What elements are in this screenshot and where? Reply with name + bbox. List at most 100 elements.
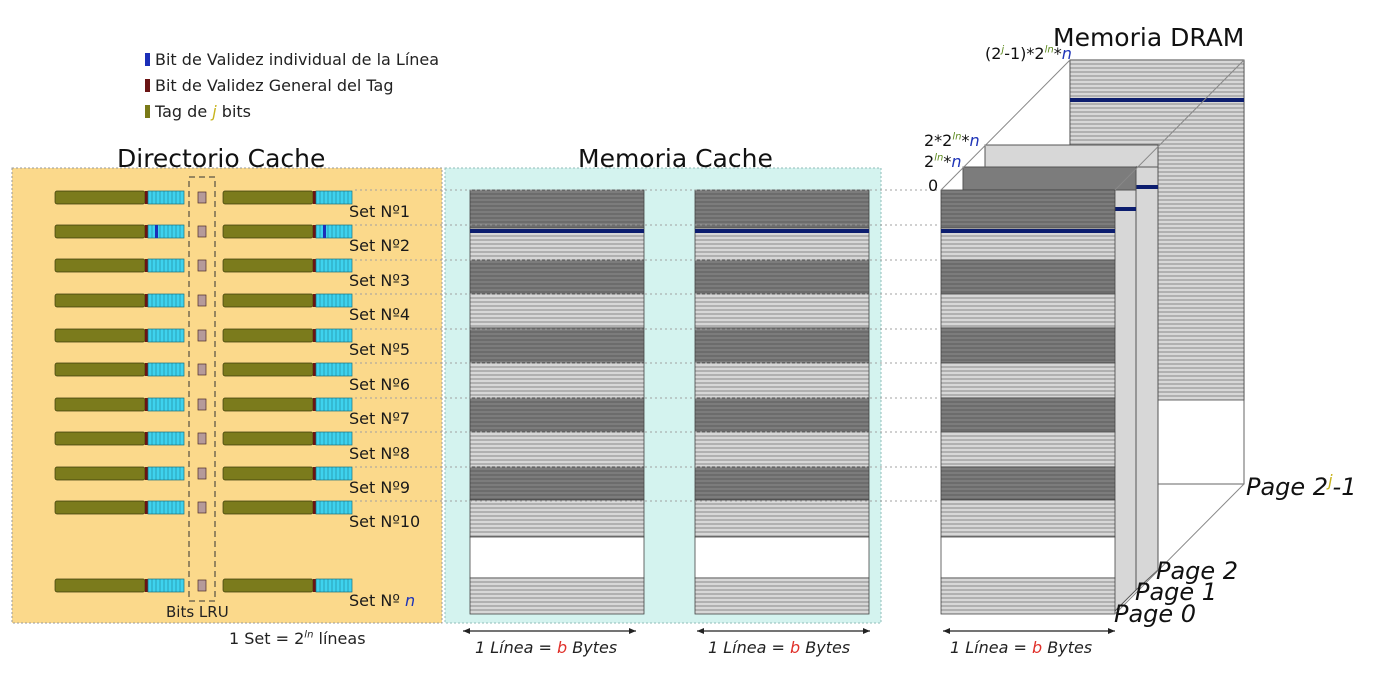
caption-var-b: b: [790, 638, 801, 657]
dram-page-0-dark-band-lines: [941, 470, 1115, 500]
cache-way-2-light-band: [694, 431, 870, 468]
addr-exponent-j: j: [1001, 44, 1005, 56]
valid-line-bits: [315, 500, 353, 515]
set-label: Set Nº2: [349, 236, 411, 255]
legend-label: Bit de Validez individual de la Línea: [155, 50, 440, 69]
cache-way-1-dark-band: [469, 327, 645, 364]
page-label: Page 1: [1135, 578, 1218, 606]
valid-general-bit: [313, 501, 316, 514]
cache-way-2-dark-band-lines: [695, 193, 869, 227]
dram-page-0-light-band: [940, 577, 1116, 615]
legend-label: Bit de Validez General del Tag: [155, 76, 394, 95]
dram-page-0-light-band-lines: [941, 366, 1115, 396]
valid-line-bits: [147, 500, 185, 515]
cache-way-2-highlight-line: [695, 229, 869, 233]
cache-way-1-light-band: [469, 577, 645, 615]
arrow-head-right: [863, 628, 870, 634]
valid-general-bit: [145, 432, 148, 445]
cache-way-2-dark-band-lines: [695, 263, 869, 293]
page-label-exponent: j: [1328, 471, 1333, 490]
valid-line-bits: [147, 397, 185, 412]
line-size-caption: 1 Línea = b Bytes: [708, 638, 850, 657]
set-label: Set Nº3: [349, 271, 411, 290]
set-label: Set Nº4: [349, 305, 411, 324]
cache-way-2-light-band: [694, 293, 870, 329]
tag-bar: [222, 224, 314, 239]
dram-page-1-side: [1113, 165, 1137, 614]
dram-page-0-dark-band: [940, 327, 1116, 364]
lru-bits: [197, 501, 207, 514]
caption-var-b: b: [557, 638, 568, 657]
page-label: Page 2: [1156, 557, 1239, 585]
line-size-caption: 1 Línea = b Bytes: [475, 638, 617, 657]
cache-way-1-light-band-lines: [470, 503, 644, 537]
dram-address-0: 0: [928, 176, 939, 195]
tag-bar: [222, 258, 314, 273]
valid-general-bit: [145, 501, 148, 514]
legend-swatch-icon: [145, 105, 150, 118]
addr-var-n: n: [951, 152, 962, 171]
cache-way-2-dark-band: [694, 189, 870, 229]
dram-page-0-light-band-lines: [941, 297, 1115, 327]
cache-way-1-light-band: [469, 499, 645, 538]
set-label: Set Nº1: [349, 202, 411, 221]
cache-way-1-dark-band-lines: [470, 193, 644, 227]
valid-general-bit: [313, 225, 316, 238]
tag-bar: [54, 190, 146, 205]
cache-way-1-light-band-lines: [470, 581, 644, 611]
caption-var-b: b: [1032, 638, 1043, 657]
tag-bar: [222, 431, 314, 446]
valid-line-bits: [315, 328, 353, 343]
valid-line-bits: [147, 466, 185, 481]
set-label: Set Nº5: [349, 340, 411, 359]
cache-way-1-dark-band-lines: [470, 470, 644, 500]
tag-bar: [222, 397, 314, 412]
tag-bar: [54, 431, 146, 446]
dram-page-0-light-band-lines: [941, 435, 1115, 465]
valid-line-bits: [147, 578, 185, 593]
tag-bar: [54, 362, 146, 377]
legend-item-valid-general: Bit de Validez General del Tag: [145, 76, 394, 95]
tag-bar: [54, 500, 146, 515]
lru-bits: [197, 363, 207, 376]
cache-way-2-light-band-lines: [695, 297, 869, 327]
valid-general-bit: [145, 294, 148, 307]
valid-line-bits: [315, 258, 353, 273]
memoria-dram-title: Memoria DRAM: [1053, 23, 1245, 52]
dram-page-0-light-band: [940, 293, 1116, 329]
cache-way-1-light-band-lines: [470, 435, 644, 465]
arrow-head-left: [943, 628, 950, 634]
lru-bits: [197, 191, 207, 204]
tag-bar: [222, 578, 314, 593]
addr-exponent: ln: [934, 152, 944, 164]
lru-bits: [197, 467, 207, 480]
cache-way-1-dark-band-lines: [470, 331, 644, 361]
valid-general-bit: [313, 259, 316, 272]
dram-page-0-light-band-lines: [941, 581, 1115, 611]
lru-bits: [197, 398, 207, 411]
tag-bar: [222, 293, 314, 308]
cache-way-1-light-band: [469, 293, 645, 329]
valid-individual-bit: [155, 225, 158, 238]
set-label: Set Nº7: [349, 409, 411, 428]
dram-page-0-dark-band: [940, 466, 1116, 501]
valid-general-bit: [145, 225, 148, 238]
dram-page-0-light-band: [940, 499, 1116, 538]
valid-general-bit: [313, 467, 316, 480]
valid-line-bits: [147, 293, 185, 308]
addr-exponent: ln: [952, 131, 962, 143]
cache-way-2-dark-band-lines: [695, 401, 869, 431]
cache-way-2-light-band-lines: [695, 581, 869, 611]
dram-page-0-dark-band: [940, 189, 1116, 229]
cache-way-2-dark-band: [694, 327, 870, 364]
tag-bar: [222, 362, 314, 377]
valid-line-bits: [147, 190, 185, 205]
cache-way-2-dark-band: [694, 397, 870, 433]
valid-general-bit: [145, 579, 148, 592]
cache-way-1-light-band: [469, 431, 645, 468]
legend-label: Tag de: [155, 102, 213, 121]
dram-page-0-light-band-lines: [941, 231, 1115, 257]
valid-line-bits: [315, 578, 353, 593]
legend-item-valid-individual: Bit de Validez individual de la Línea: [145, 50, 439, 69]
valid-general-bit: [313, 363, 316, 376]
